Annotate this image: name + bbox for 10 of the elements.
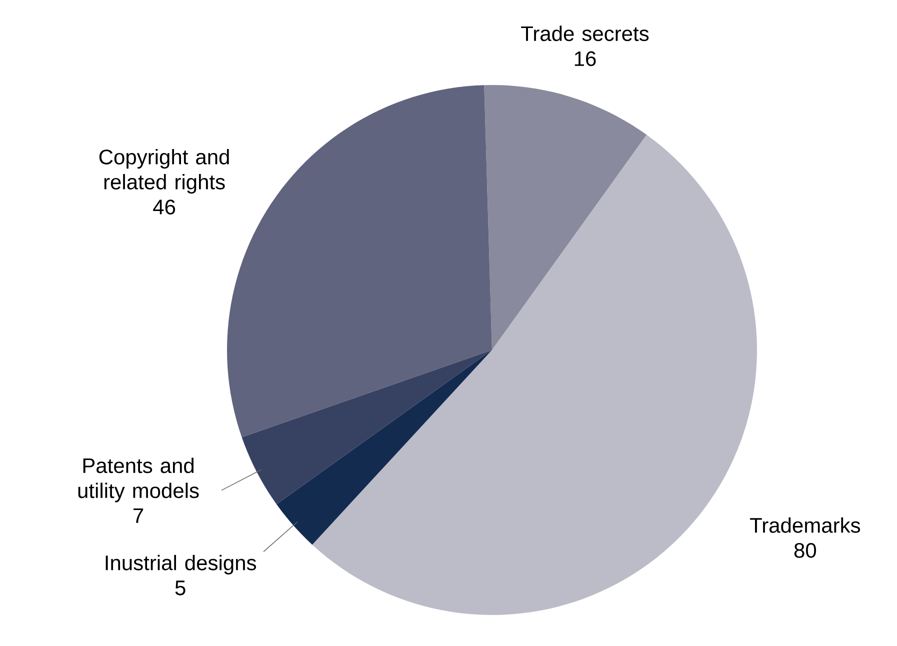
- data-label: 46: [153, 200, 176, 214]
- slice-label: Patents and utility models: [78, 458, 199, 502]
- slice-label: Trade secrets: [521, 26, 649, 42]
- data-label: 80: [794, 542, 816, 558]
- data-label: 7: [134, 508, 144, 523]
- data-label: 5: [175, 580, 186, 596]
- slice-label: Inustrial designs: [106, 554, 256, 574]
- slice-label: Trademarks: [750, 517, 860, 533]
- slice-label: Copyright and related rights: [99, 149, 229, 194]
- data-label: 16: [574, 51, 596, 66]
